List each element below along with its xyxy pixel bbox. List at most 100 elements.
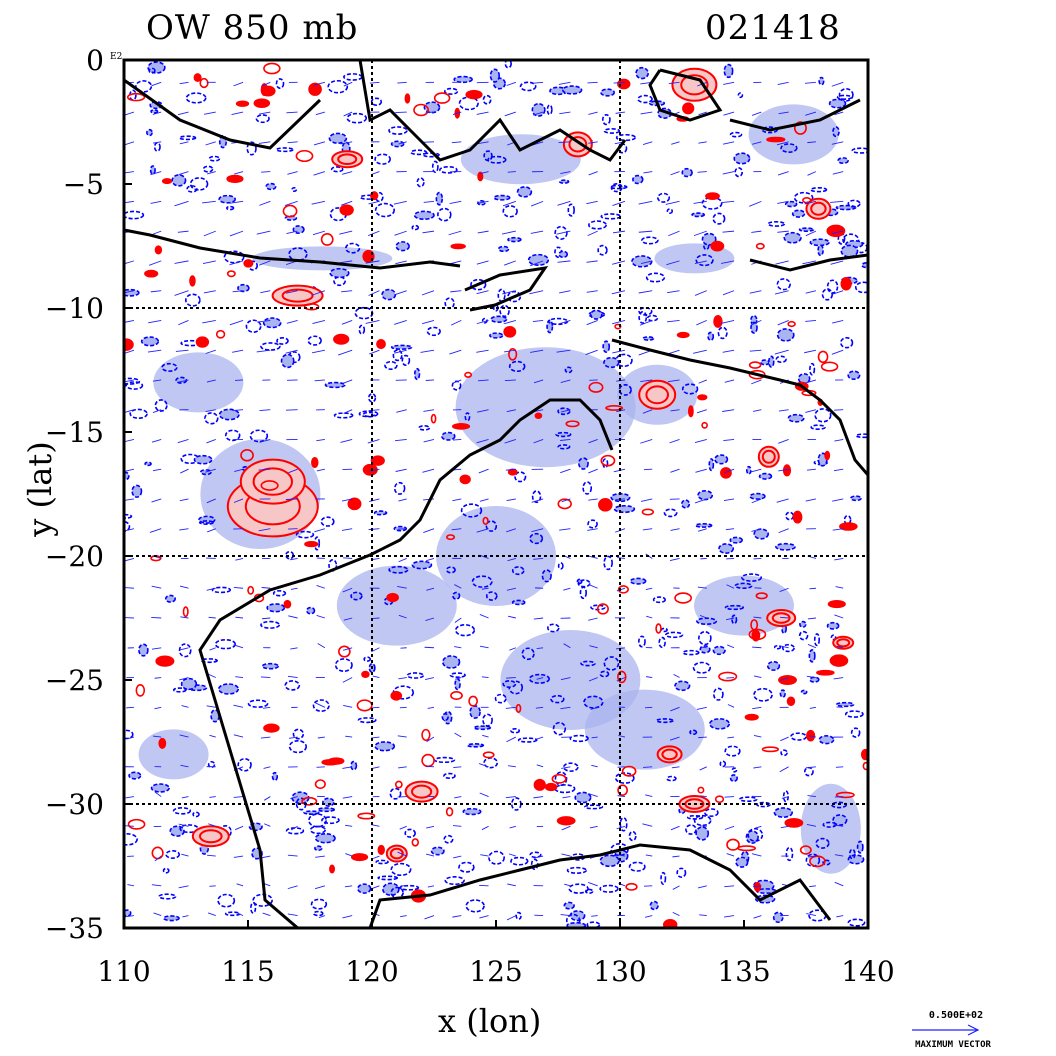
positive-contour	[404, 93, 411, 104]
wind-vector	[807, 141, 816, 144]
wind-vector	[341, 319, 353, 325]
wind-vector	[750, 319, 762, 326]
negative-contour	[546, 319, 554, 334]
positive-contour	[840, 277, 852, 291]
wind-vector	[751, 230, 762, 233]
negative-contour	[780, 143, 798, 153]
wind-vector	[612, 319, 626, 325]
negative-contour	[334, 658, 353, 673]
wind-vector	[342, 766, 353, 769]
wind-vector	[506, 587, 516, 591]
positive-contour	[240, 449, 254, 462]
negative-contour	[388, 565, 409, 574]
wind-vector	[507, 558, 516, 562]
wind-vector	[256, 319, 271, 323]
wind-vector	[505, 677, 516, 679]
wind-vector	[314, 885, 326, 890]
wind-vector	[589, 825, 598, 829]
wind-vector	[830, 200, 844, 203]
wind-vector	[643, 468, 653, 471]
positive-contour	[600, 454, 616, 467]
vector-scale-value: 0.500E+02	[928, 1010, 984, 1021]
wind-vector	[560, 379, 571, 384]
wind-vector	[802, 260, 817, 265]
negative-contour	[799, 620, 807, 628]
wind-vector	[174, 260, 189, 264]
positive-contour-region	[638, 379, 677, 410]
positive-contour	[126, 92, 146, 102]
coastline	[124, 228, 461, 270]
wind-vector	[694, 439, 707, 443]
negative-contour	[735, 856, 749, 868]
wind-vector	[586, 319, 598, 326]
positive-contour	[710, 240, 725, 252]
negative-contour	[695, 826, 710, 841]
wind-vector	[229, 230, 244, 237]
wind-vector	[427, 885, 435, 888]
positive-contour	[468, 695, 478, 707]
wind-vector	[561, 409, 571, 413]
wind-vector	[342, 677, 353, 683]
wind-vector	[450, 290, 462, 293]
wind-vector	[696, 319, 707, 326]
positive-contour-region	[766, 609, 797, 627]
wind-vector	[834, 614, 844, 619]
negative-contour	[787, 413, 805, 423]
negative-contour	[835, 701, 855, 708]
wind-vector	[640, 111, 653, 115]
negative-contour	[449, 672, 466, 678]
wind-vector	[451, 528, 462, 531]
wind-vector	[454, 732, 462, 738]
negative-contour	[312, 699, 330, 712]
negative-contour	[454, 678, 461, 691]
negative-contour	[237, 757, 252, 772]
negative-contour	[497, 288, 506, 302]
positive-contour	[311, 456, 319, 468]
negative-contour	[836, 94, 853, 100]
negative-contour	[758, 472, 773, 480]
wind-vector	[668, 230, 680, 237]
y-tick-label: −30	[44, 788, 104, 821]
wind-vector	[181, 796, 189, 799]
negative-contour	[695, 254, 714, 267]
positive-contour	[477, 171, 484, 182]
negative-contour	[207, 760, 216, 769]
positive-contour	[329, 864, 335, 874]
wind-vector	[699, 914, 707, 917]
wind-vector	[505, 706, 516, 709]
wind-vector	[697, 528, 707, 532]
wind-vector	[504, 439, 516, 444]
positive-contour	[304, 541, 319, 548]
coastline	[358, 60, 627, 162]
wind-vector	[482, 734, 489, 738]
positive-contour	[792, 510, 803, 524]
positive-contour	[465, 89, 483, 100]
wind-vector	[753, 616, 762, 619]
wind-vector	[776, 498, 789, 503]
negative-contour	[729, 131, 743, 138]
wind-vector	[506, 498, 516, 502]
negative-contour	[800, 689, 808, 695]
wind-vector	[450, 319, 462, 326]
wind-vector	[591, 764, 598, 768]
negative-contour	[280, 353, 295, 369]
positive-contour	[748, 369, 766, 380]
wind-vector	[398, 141, 407, 145]
negative-contour	[832, 814, 848, 826]
negative-contour	[154, 399, 168, 412]
wind-vector	[372, 706, 380, 709]
wind-vector	[751, 111, 762, 116]
wind-vector	[808, 855, 816, 858]
negative-contour	[717, 326, 728, 340]
wind-vector	[315, 855, 325, 858]
wind-vector	[749, 290, 762, 294]
negative-contour	[390, 344, 413, 350]
wind-vector	[807, 795, 816, 798]
negative-contour	[600, 213, 622, 220]
wind-vector	[535, 736, 544, 740]
negative-contour	[224, 429, 241, 442]
positive-contour	[301, 796, 318, 806]
positive-contour	[260, 85, 276, 97]
wind-vector	[202, 200, 216, 204]
y-tick-label: 0	[86, 44, 104, 77]
